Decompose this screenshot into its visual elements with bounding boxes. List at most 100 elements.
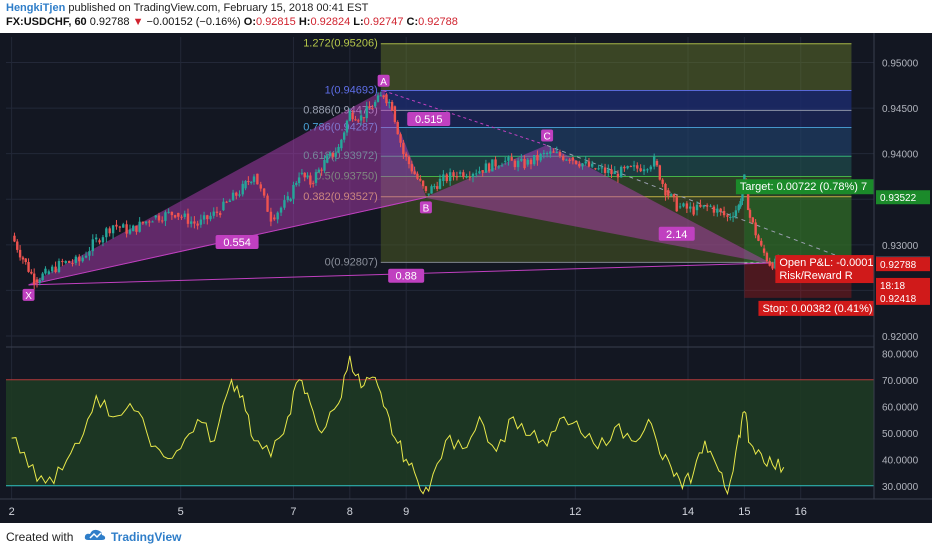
candle-up — [317, 169, 321, 173]
candle-up — [504, 160, 507, 162]
candle-up — [283, 200, 286, 208]
candle-up — [286, 196, 290, 201]
candle-up — [249, 181, 253, 183]
candle-down — [462, 172, 465, 178]
candle-down — [574, 160, 578, 164]
fib-zone-0786 — [380, 127, 852, 157]
fib-level-label: 0.5(0.93750) — [315, 170, 377, 182]
candle-up — [252, 176, 256, 182]
time-tick-label: 7 — [290, 506, 296, 518]
candle-down — [762, 248, 766, 253]
candle-up — [545, 153, 549, 155]
candle-up — [442, 174, 445, 182]
candle-up — [292, 184, 295, 199]
candle-up — [167, 211, 170, 213]
candle-down — [452, 172, 455, 177]
candle-up — [475, 173, 478, 175]
candle-up — [57, 261, 61, 273]
candle-up — [729, 217, 732, 219]
publish-text: published on TradingView.com, February 1… — [65, 2, 369, 14]
candle-up — [74, 256, 78, 263]
price-axis-badge-label: 0.92418 — [880, 294, 917, 305]
chart-panel[interactable]: 1.272(0.95206) 1(0.94693) 0.886(0.94475) 0.… — [0, 33, 932, 523]
candle-down — [61, 261, 64, 263]
symbol-label[interactable]: FX:USDCHF, 60 — [6, 16, 87, 28]
candle-up — [101, 237, 105, 243]
candle-down — [468, 176, 471, 178]
author-link[interactable]: HengkiTjen — [6, 2, 66, 14]
time-tick-label: 16 — [795, 506, 807, 518]
candle-up — [295, 183, 298, 185]
candle-down — [118, 226, 122, 228]
candle-down — [746, 186, 750, 211]
candle-up — [597, 168, 600, 170]
candle-down — [206, 215, 209, 220]
candle-down — [135, 225, 138, 232]
candle-down — [393, 106, 397, 123]
candle-up — [581, 163, 584, 167]
candle-down — [445, 174, 448, 182]
open-pl-label-box — [775, 255, 896, 271]
price-tick-label: 0.94000 — [882, 150, 919, 161]
candle-down — [639, 168, 642, 172]
candle-up — [342, 132, 346, 140]
candle-up — [306, 175, 309, 178]
candle-up — [279, 207, 283, 213]
candle-down — [771, 263, 774, 269]
candle-down — [269, 211, 273, 222]
candle-down — [256, 173, 259, 185]
candle-up — [520, 158, 523, 161]
candle-up — [328, 152, 332, 156]
candle-down — [404, 153, 408, 157]
high-label: H: — [298, 16, 311, 28]
candle-up — [376, 95, 380, 102]
candle-down — [419, 178, 422, 181]
price-axis-badge-label: 0.93522 — [880, 193, 917, 204]
candle-up — [695, 204, 699, 211]
tradingview-cloud-icon — [84, 529, 106, 540]
target-zone — [744, 197, 852, 264]
candle-down — [218, 212, 222, 216]
fib-level-label: 0.786(0.94287) — [303, 122, 378, 134]
candle-up — [297, 177, 301, 184]
candle-up — [345, 120, 349, 133]
trend-dashed-line — [546, 145, 852, 262]
candle-up — [132, 225, 135, 232]
candle-up — [626, 166, 629, 169]
candle-up — [38, 280, 42, 283]
tradingview-brand[interactable]: TradingView — [111, 530, 182, 544]
time-tick-label: 14 — [682, 506, 694, 518]
candle-up — [228, 200, 232, 203]
candle-up — [458, 172, 462, 174]
candle-up — [678, 206, 682, 208]
risk-reward-label-box — [775, 268, 896, 284]
fib-level-label: 0.886(0.94475) — [303, 104, 378, 116]
candle-down — [13, 235, 16, 242]
chart-svg[interactable]: 1.272(0.95206) 1(0.94693) 0.886(0.94475) 0.… — [0, 33, 932, 523]
price-axis-badge — [876, 257, 930, 272]
candle-down — [757, 235, 760, 241]
candle-down — [170, 211, 174, 216]
candle-up — [373, 101, 377, 107]
open-value: 0.92815 — [256, 16, 296, 28]
candle-down — [215, 211, 219, 213]
ratio-label: 0.554 — [223, 237, 251, 249]
candle-up — [669, 194, 673, 196]
candle-up — [314, 172, 318, 183]
candle-down — [180, 216, 183, 218]
fib-level-label: 0(0.92807) — [325, 256, 378, 268]
candle-up — [199, 219, 203, 225]
target-label-box — [735, 179, 894, 195]
candle-down — [636, 165, 639, 169]
ratio-badge — [388, 268, 425, 283]
candle-down — [558, 152, 562, 157]
candle-down — [24, 258, 27, 263]
candle-down — [410, 164, 414, 172]
candle-up — [734, 210, 738, 217]
candle-down — [30, 271, 33, 274]
candle-up — [300, 172, 304, 174]
candle-down — [141, 221, 145, 224]
candle-down — [259, 184, 262, 189]
candle-down — [407, 156, 411, 165]
price-change: −0.00152 (−0.16%) — [146, 16, 241, 28]
